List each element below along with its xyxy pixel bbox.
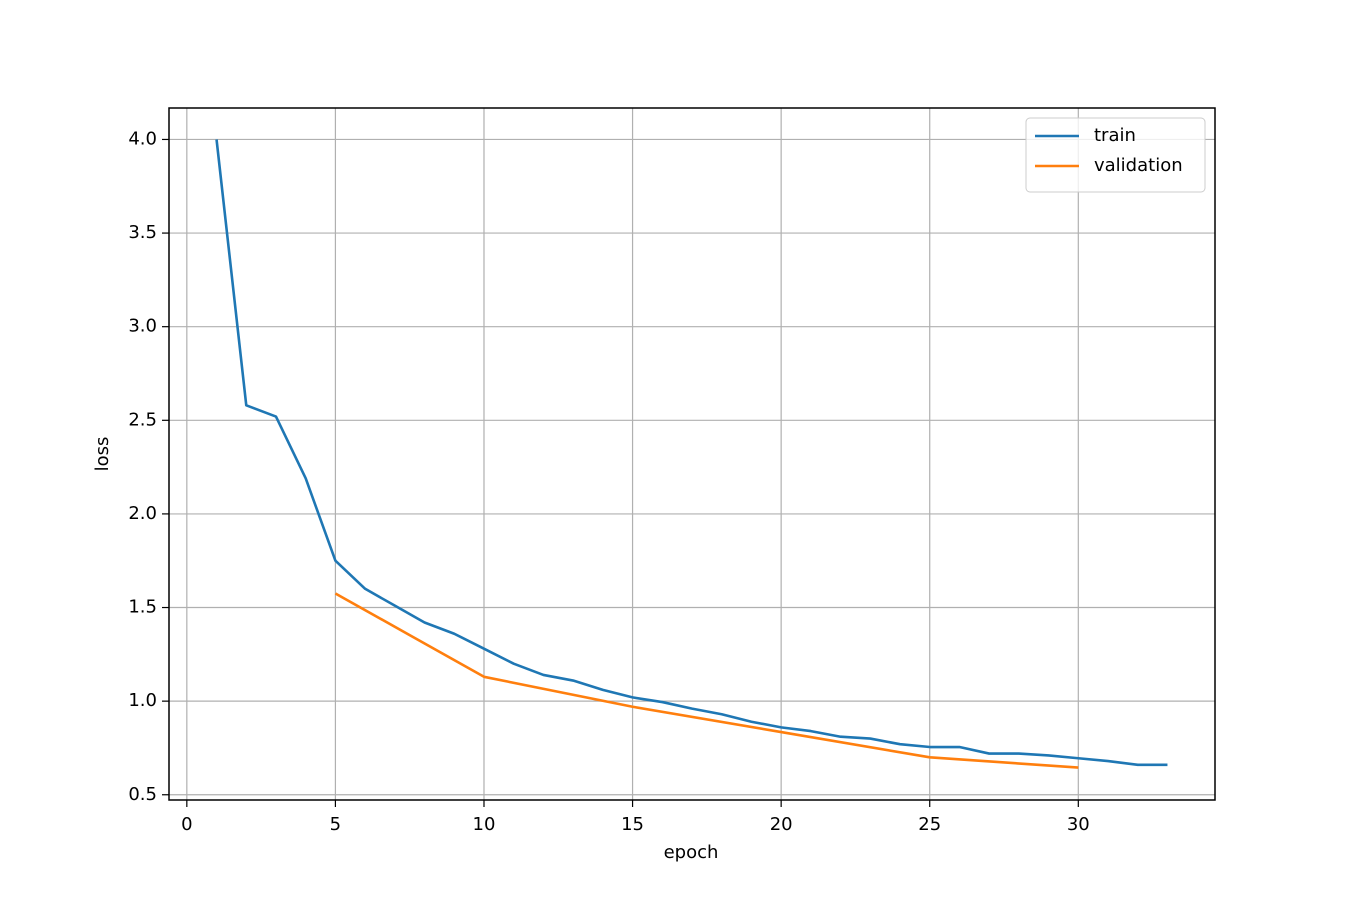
y-tick-label: 2.5 bbox=[128, 409, 157, 430]
x-axis-label: epoch bbox=[664, 842, 719, 863]
y-axis-label: loss bbox=[92, 437, 113, 472]
legend: train validation bbox=[1025, 117, 1206, 193]
plot-frame bbox=[168, 107, 1216, 801]
x-tick-label: 15 bbox=[621, 814, 644, 835]
line-series bbox=[215, 139, 1168, 767]
x-tick-label: 20 bbox=[770, 814, 793, 835]
x-tick-label: 10 bbox=[473, 814, 496, 835]
y-tick-label: 3.5 bbox=[128, 222, 157, 243]
legend-label: train bbox=[1094, 125, 1136, 146]
y-tick-label: 2.0 bbox=[128, 503, 157, 524]
y-tick-label: 1.5 bbox=[128, 597, 157, 618]
y-tick-label: 1.0 bbox=[128, 690, 157, 711]
line-series bbox=[334, 592, 1079, 769]
x-tick-label: 30 bbox=[1067, 814, 1090, 835]
x-tick-label: 5 bbox=[330, 814, 341, 835]
x-tick-label: 0 bbox=[181, 814, 192, 835]
y-tick-label: 0.5 bbox=[128, 784, 157, 805]
x-tick-label: 25 bbox=[918, 814, 941, 835]
y-tick-label: 4.0 bbox=[128, 128, 157, 149]
legend-label: validation bbox=[1094, 155, 1183, 176]
y-tick-label: 3.0 bbox=[128, 316, 157, 337]
